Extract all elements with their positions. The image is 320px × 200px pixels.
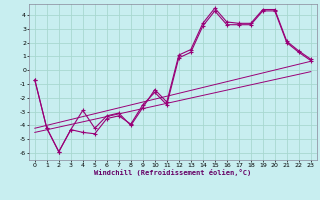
- X-axis label: Windchill (Refroidissement éolien,°C): Windchill (Refroidissement éolien,°C): [94, 169, 252, 176]
